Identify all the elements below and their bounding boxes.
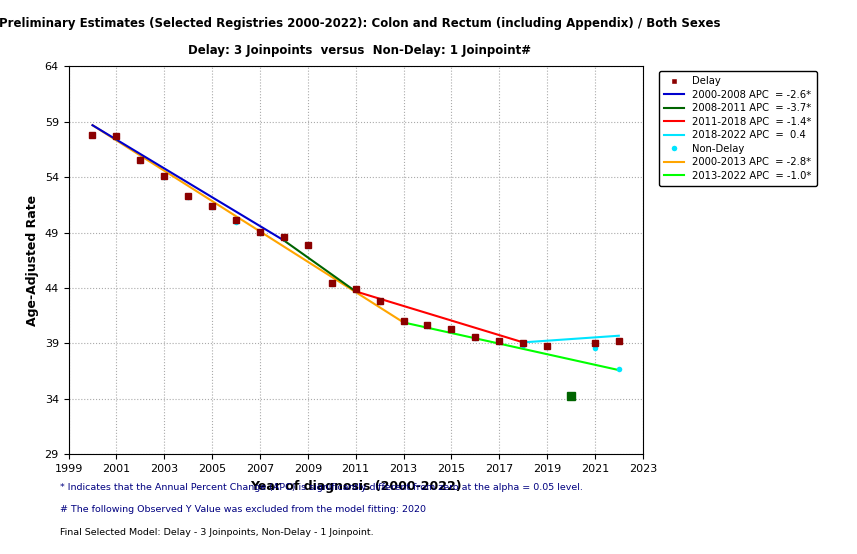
Text: Delay: 3 Joinpoints  versus  Non-Delay: 1 Joinpoint#: Delay: 3 Joinpoints versus Non-Delay: 1 … — [189, 44, 531, 57]
Legend: Delay, 2000-2008 APC  = -2.6*, 2008-2011 APC  = -3.7*, 2011-2018 APC  = -1.4*, 2: Delay, 2000-2008 APC = -2.6*, 2008-2011 … — [659, 71, 817, 186]
Text: Final Selected Model: Delay - 3 Joinpoints, Non-Delay - 1 Joinpoint.: Final Selected Model: Delay - 3 Joinpoin… — [60, 527, 374, 537]
Y-axis label: Age-Adjusted Rate: Age-Adjusted Rate — [26, 195, 39, 326]
Text: Preliminary Estimates (Selected Registries 2000-2022): Colon and Rectum (includi: Preliminary Estimates (Selected Registri… — [0, 17, 721, 29]
X-axis label: Year of diagnosis (2000-2022): Year of diagnosis (2000-2022) — [250, 480, 461, 493]
Text: # The following Observed Y Value was excluded from the model fitting: 2020: # The following Observed Y Value was exc… — [60, 505, 426, 515]
Text: * Indicates that the Annual Percent Change (APC) is significantly different from: * Indicates that the Annual Percent Chan… — [60, 483, 583, 493]
